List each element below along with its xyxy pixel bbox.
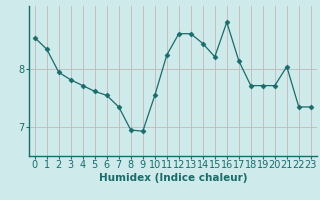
X-axis label: Humidex (Indice chaleur): Humidex (Indice chaleur) — [99, 173, 247, 183]
